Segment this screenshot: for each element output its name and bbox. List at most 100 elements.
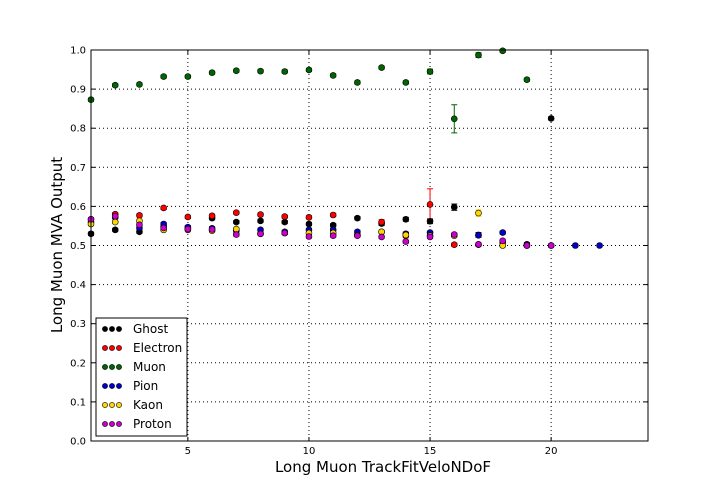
y-tick-label: 0.5	[70, 241, 86, 252]
y-tick-label: 0.6	[70, 202, 86, 213]
point-pion	[572, 242, 579, 249]
legend-marker	[116, 364, 122, 370]
point-ghost	[402, 216, 410, 223]
point-proton	[378, 233, 385, 241]
y-axis-title: Long Muon MVA Output	[48, 157, 66, 333]
x-tick-label: 10	[303, 446, 316, 457]
x-tick-label: 15	[424, 446, 437, 457]
legend-entry-electron: Electron	[102, 341, 182, 355]
point-proton	[136, 221, 143, 229]
legend-marker	[102, 326, 108, 332]
legend-label: Ghost	[133, 322, 168, 336]
point-muon	[305, 66, 313, 74]
point-electron	[208, 212, 216, 220]
legend-label: Pion	[133, 379, 158, 393]
point-electron	[329, 211, 337, 219]
point-ghost	[547, 115, 555, 122]
y-tick-label: 1.0	[70, 46, 86, 57]
legend-entry-pion: Pion	[102, 379, 158, 393]
point-muon	[281, 68, 289, 75]
legend-marker	[116, 326, 122, 332]
y-tick-label: 0.0	[70, 437, 86, 448]
y-tick-label: 0.7	[70, 163, 86, 174]
point-electron	[160, 204, 167, 212]
legend-marker	[102, 364, 108, 370]
point-proton	[450, 231, 458, 238]
point-ghost	[305, 220, 313, 228]
point-kaon	[402, 231, 410, 239]
point-muon	[523, 76, 531, 84]
legend-label: Proton	[133, 417, 172, 431]
point-pion	[499, 229, 506, 236]
legend: Ghost Electron Muon Pion Kaon Proton	[95, 317, 188, 437]
point-kaon	[233, 225, 240, 233]
legend-label: Kaon	[133, 398, 163, 412]
point-muon	[378, 64, 385, 71]
point-proton	[305, 233, 313, 240]
legend-marker	[109, 402, 115, 408]
point-proton	[233, 231, 240, 238]
x-tick-label: 20	[545, 446, 558, 457]
point-muon	[233, 67, 240, 75]
legend-marker	[116, 345, 122, 351]
point-ghost	[354, 214, 361, 222]
point-ghost	[450, 203, 458, 211]
point-electron	[233, 209, 240, 216]
x-axis-title: Long Muon TrackFitVeloNDoF	[275, 458, 491, 476]
point-proton	[257, 230, 264, 238]
point-electron	[257, 211, 264, 218]
point-muon	[111, 81, 119, 89]
point-kaon	[111, 218, 119, 226]
point-proton	[329, 232, 337, 240]
point-muon	[136, 81, 143, 88]
legend-entry-kaon: Kaon	[102, 398, 163, 412]
legend-marker	[102, 402, 108, 408]
legend-box	[95, 317, 188, 437]
point-electron	[136, 212, 143, 219]
point-proton	[354, 232, 361, 240]
point-electron	[305, 214, 313, 221]
point-electron	[426, 201, 434, 208]
legend-marker	[102, 383, 108, 389]
y-tick-label: 0.1	[70, 397, 86, 408]
point-muon	[354, 79, 361, 86]
point-proton	[184, 225, 192, 233]
point-pion	[596, 242, 603, 249]
x-tick-label: 5	[185, 446, 191, 457]
legend-marker	[116, 421, 122, 427]
point-electron	[281, 213, 289, 220]
axis-ticks: 0.0 0.1 0.2 0.3 0.4 0.5 0.6 0.7 0.8 0.9 1.0 5 10 15 20	[70, 46, 648, 457]
point-proton	[160, 224, 167, 232]
point-muon	[450, 115, 458, 123]
legend-marker	[109, 421, 115, 427]
point-muon	[426, 68, 434, 75]
point-proton	[523, 242, 531, 249]
legend-marker	[116, 383, 122, 389]
point-ghost	[426, 217, 434, 225]
point-proton	[208, 226, 216, 233]
point-muon	[257, 67, 264, 75]
point-ghost	[111, 226, 119, 234]
y-tick-label: 0.3	[70, 319, 86, 330]
legend-label: Electron	[133, 341, 182, 355]
point-electron	[450, 241, 458, 249]
point-electron	[378, 218, 385, 226]
point-muon	[160, 73, 167, 80]
point-kaon	[475, 209, 482, 217]
y-tick-label: 0.8	[70, 124, 86, 135]
point-proton	[547, 242, 555, 249]
point-proton	[402, 238, 410, 245]
legend-marker	[109, 345, 115, 351]
legend-marker	[109, 326, 115, 332]
legend-marker	[102, 421, 108, 427]
point-muon	[402, 79, 410, 86]
legend-marker	[109, 364, 115, 370]
y-tick-label: 0.9	[70, 85, 86, 96]
point-ghost	[233, 218, 240, 226]
point-proton	[499, 237, 506, 245]
legend-marker	[102, 345, 108, 351]
legend-entry-muon: Muon	[102, 360, 166, 374]
y-tick-label: 0.2	[70, 358, 86, 369]
point-muon	[208, 69, 216, 76]
point-muon	[475, 51, 482, 59]
